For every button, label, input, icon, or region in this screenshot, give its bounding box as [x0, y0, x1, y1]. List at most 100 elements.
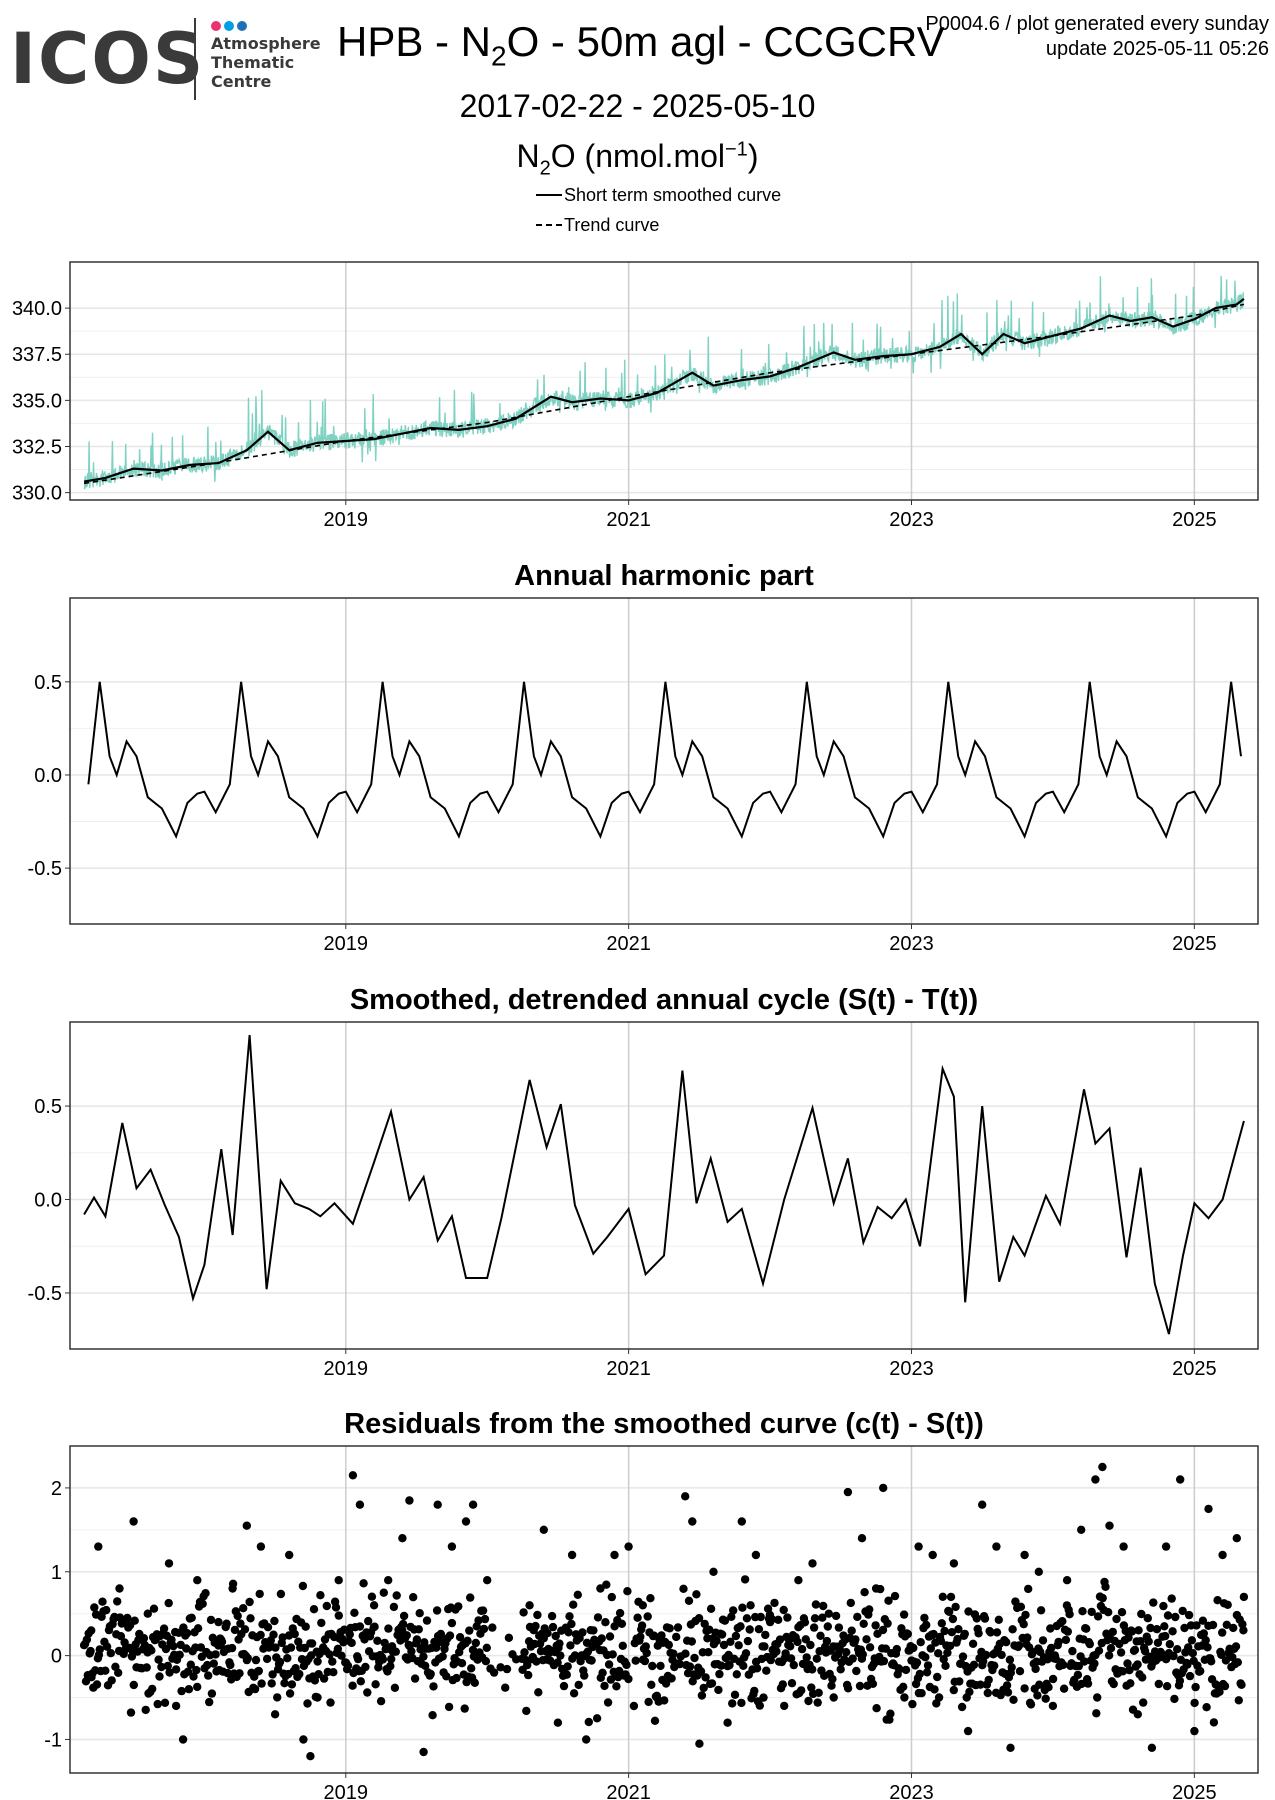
residual-point — [1063, 1627, 1073, 1636]
residual-point — [1123, 1659, 1132, 1668]
panel-2-x-tick-label: 2025 — [1172, 933, 1217, 955]
residual-point — [428, 1711, 437, 1720]
residual-point — [198, 1599, 207, 1609]
residual-point — [348, 1471, 358, 1480]
residual-point — [661, 1679, 671, 1688]
residual-point — [846, 1598, 855, 1608]
residual-point — [990, 1661, 999, 1670]
residual-point — [1065, 1610, 1074, 1619]
residual-point — [1126, 1679, 1135, 1688]
residual-point — [565, 1612, 574, 1621]
residual-point — [407, 1647, 416, 1656]
residual-point — [442, 1672, 451, 1681]
residual-point — [843, 1684, 853, 1693]
residual-point — [420, 1638, 429, 1647]
residual-point — [1133, 1660, 1142, 1669]
residual-point — [175, 1650, 184, 1660]
residual-point — [1002, 1638, 1011, 1647]
residual-point — [363, 1688, 372, 1697]
annual-harmonic-line — [87, 681, 1242, 839]
residual-point — [759, 1693, 768, 1702]
residual-point — [646, 1594, 655, 1603]
residual-point — [727, 1612, 736, 1622]
residual-point — [1108, 1627, 1118, 1637]
residual-point — [353, 1654, 363, 1664]
residual-point — [226, 1660, 235, 1670]
residual-point — [1038, 1636, 1048, 1645]
residual-point — [300, 1643, 309, 1653]
residual-point — [992, 1628, 1002, 1637]
residual-point — [1229, 1623, 1238, 1633]
residual-point — [539, 1525, 548, 1535]
residual-point — [92, 1680, 102, 1689]
residual-point — [901, 1665, 911, 1675]
residual-point — [650, 1716, 660, 1726]
residual-point — [107, 1676, 116, 1685]
panel-3-y-tick-label: 0.5 — [34, 1096, 62, 1118]
residual-point — [1143, 1614, 1153, 1623]
residual-point — [1153, 1638, 1163, 1648]
residual-point — [460, 1704, 469, 1713]
residual-point — [387, 1654, 396, 1664]
residual-point — [371, 1680, 380, 1689]
panel-2-y-tick-label: 0.0 — [34, 765, 62, 787]
residual-point — [1061, 1635, 1071, 1645]
panel-3-y-tick-label: 0.0 — [34, 1190, 62, 1212]
residual-point — [957, 1702, 967, 1712]
residual-point — [1187, 1636, 1197, 1645]
residual-point — [147, 1646, 156, 1655]
residual-point — [1021, 1610, 1030, 1620]
residual-point — [868, 1679, 878, 1689]
residual-point — [797, 1686, 806, 1695]
residual-point — [641, 1642, 650, 1651]
residual-point — [707, 1679, 717, 1688]
residual-point — [573, 1590, 582, 1600]
residual-point — [275, 1657, 285, 1667]
residual-point — [1176, 1475, 1185, 1484]
residual-point — [379, 1588, 388, 1597]
panel-1-frame — [69, 261, 1259, 501]
residual-point — [669, 1649, 678, 1658]
residual-point — [359, 1579, 368, 1588]
residual-point — [955, 1677, 964, 1686]
residual-point — [756, 1612, 765, 1622]
residual-point — [605, 1632, 615, 1641]
residual-point — [958, 1652, 968, 1661]
residual-point — [892, 1644, 901, 1654]
residual-point — [806, 1640, 815, 1650]
residual-point — [917, 1689, 926, 1698]
residual-point — [479, 1624, 489, 1634]
residual-point — [890, 1591, 900, 1601]
residual-point — [582, 1735, 591, 1744]
residual-point — [432, 1606, 442, 1615]
residual-point — [340, 1625, 349, 1634]
residual-point — [933, 1672, 942, 1682]
residual-point — [171, 1701, 181, 1711]
residual-point — [1044, 1683, 1053, 1692]
residual-point — [559, 1681, 569, 1691]
residual-point — [814, 1688, 823, 1698]
residual-point — [1059, 1684, 1069, 1693]
residual-point — [745, 1625, 754, 1634]
residual-point — [937, 1619, 946, 1628]
residual-point — [1023, 1633, 1032, 1642]
residual-point — [812, 1654, 821, 1663]
residual-point — [842, 1648, 851, 1657]
residual-point — [1139, 1698, 1148, 1707]
residual-point — [1020, 1684, 1029, 1693]
residual-point — [1152, 1625, 1162, 1634]
residual-point — [240, 1625, 250, 1634]
residual-point — [884, 1596, 893, 1605]
residual-point — [343, 1661, 353, 1670]
residual-point — [222, 1619, 231, 1628]
residual-point — [143, 1609, 152, 1618]
residual-point — [250, 1684, 260, 1694]
residual-point — [482, 1643, 491, 1653]
residual-point — [228, 1584, 237, 1593]
residual-point — [445, 1631, 455, 1640]
residual-point — [153, 1699, 162, 1709]
residual-point — [1119, 1542, 1128, 1551]
residual-point — [719, 1640, 729, 1650]
residual-point — [391, 1647, 400, 1656]
residual-point — [1101, 1582, 1110, 1592]
